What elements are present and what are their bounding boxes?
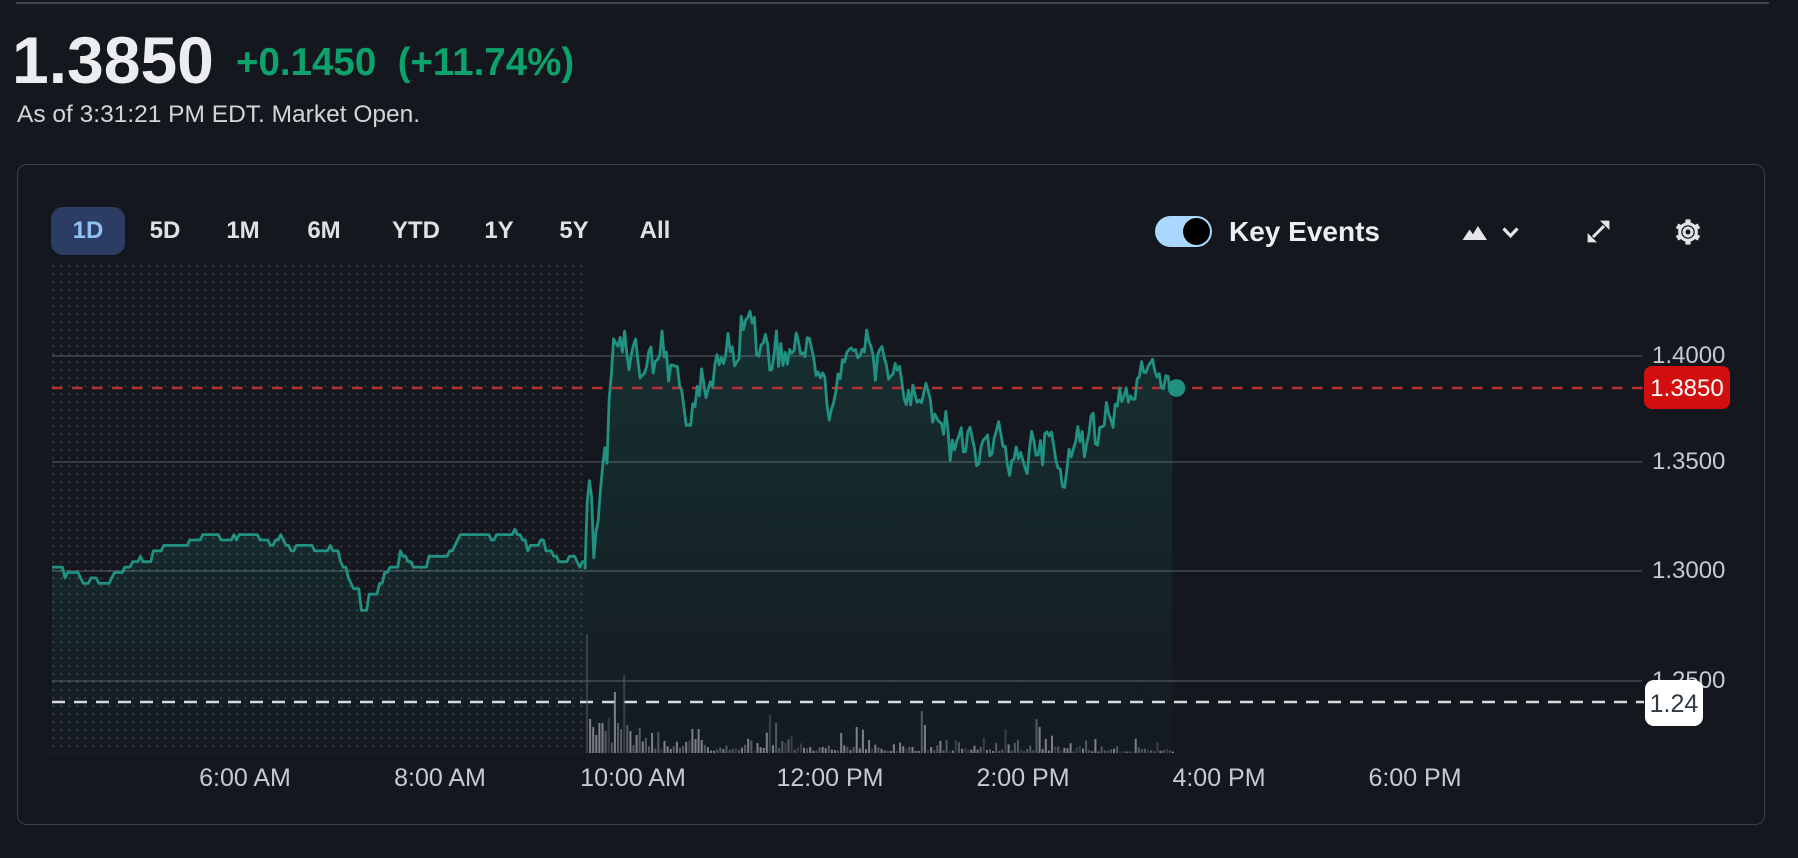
- svg-text:1.3000: 1.3000: [1652, 557, 1725, 584]
- svg-text:1.3850: 1.3850: [1650, 375, 1723, 402]
- svg-text:12:00 PM: 12:00 PM: [776, 764, 883, 792]
- svg-text:1.4000: 1.4000: [1652, 342, 1725, 369]
- svg-text:6:00 AM: 6:00 AM: [199, 764, 291, 792]
- svg-text:6:00 PM: 6:00 PM: [1368, 764, 1461, 792]
- svg-text:8:00 AM: 8:00 AM: [394, 764, 486, 792]
- svg-text:2:00 PM: 2:00 PM: [976, 764, 1069, 792]
- svg-text:1.24: 1.24: [1650, 690, 1699, 718]
- svg-text:10:00 AM: 10:00 AM: [580, 764, 686, 792]
- svg-text:4:00 PM: 4:00 PM: [1172, 764, 1265, 792]
- svg-text:1.3500: 1.3500: [1652, 448, 1725, 475]
